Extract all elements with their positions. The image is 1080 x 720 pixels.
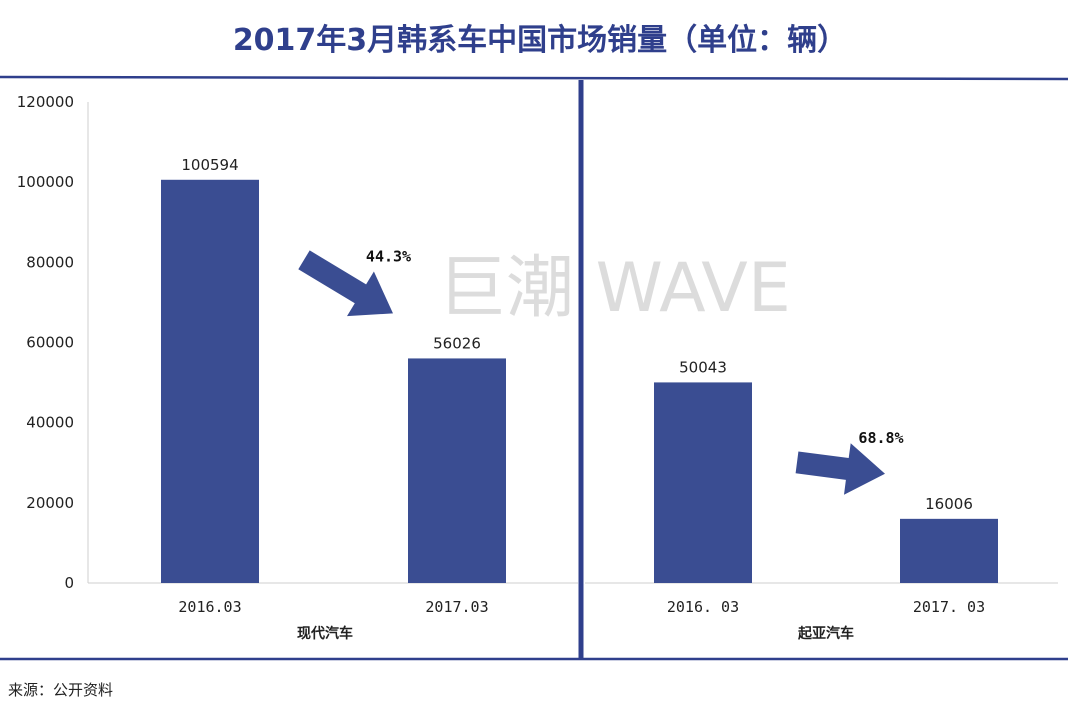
change-label: 68.8% <box>858 429 903 447</box>
y-tick-label: 20000 <box>26 494 74 512</box>
bar-value-label: 100594 <box>181 156 238 174</box>
group-label: 现代汽车 <box>297 625 353 642</box>
bar <box>900 518 998 583</box>
bar <box>408 358 506 583</box>
bar-value-label: 50043 <box>679 358 727 376</box>
x-tick-label: 2017.03 <box>425 598 488 616</box>
chart-title: 2017年3月韩系车中国市场销量（单位：辆） <box>233 23 847 58</box>
y-tick-label: 0 <box>64 574 74 592</box>
x-tick-label: 2017. 03 <box>913 598 985 616</box>
change-label: 44.3% <box>366 248 411 266</box>
group-label: 起亚汽车 <box>797 625 854 642</box>
top-rule <box>0 75 1069 81</box>
down-arrow-icon <box>298 250 393 317</box>
y-tick-label: 80000 <box>26 253 74 271</box>
bar-value-label: 56026 <box>433 334 481 352</box>
watermark: 巨潮 WAVE <box>438 249 791 328</box>
bar <box>161 179 259 584</box>
y-axis-ticks: 0 20000 40000 60000 80000 100000 120000 <box>17 93 74 592</box>
y-tick-label: 120000 <box>17 93 74 111</box>
bar <box>654 382 752 583</box>
bar-value-label: 16006 <box>925 495 973 513</box>
category-labels: 2016.03 2017.03 现代汽车 2016. 03 2017. 03 起亚汽车 <box>178 598 985 642</box>
x-tick-label: 2016. 03 <box>667 598 739 616</box>
change-arrows: 44.3% 68.8% <box>298 248 904 495</box>
y-tick-label: 60000 <box>26 334 74 352</box>
y-tick-label: 40000 <box>26 414 74 432</box>
bars: 100594 56026 50043 16006 <box>161 156 998 584</box>
x-tick-label: 2016.03 <box>178 598 241 616</box>
y-tick-label: 100000 <box>17 173 74 191</box>
source-note: 来源：公开资料 <box>8 681 113 699</box>
down-arrow-icon <box>795 443 885 495</box>
